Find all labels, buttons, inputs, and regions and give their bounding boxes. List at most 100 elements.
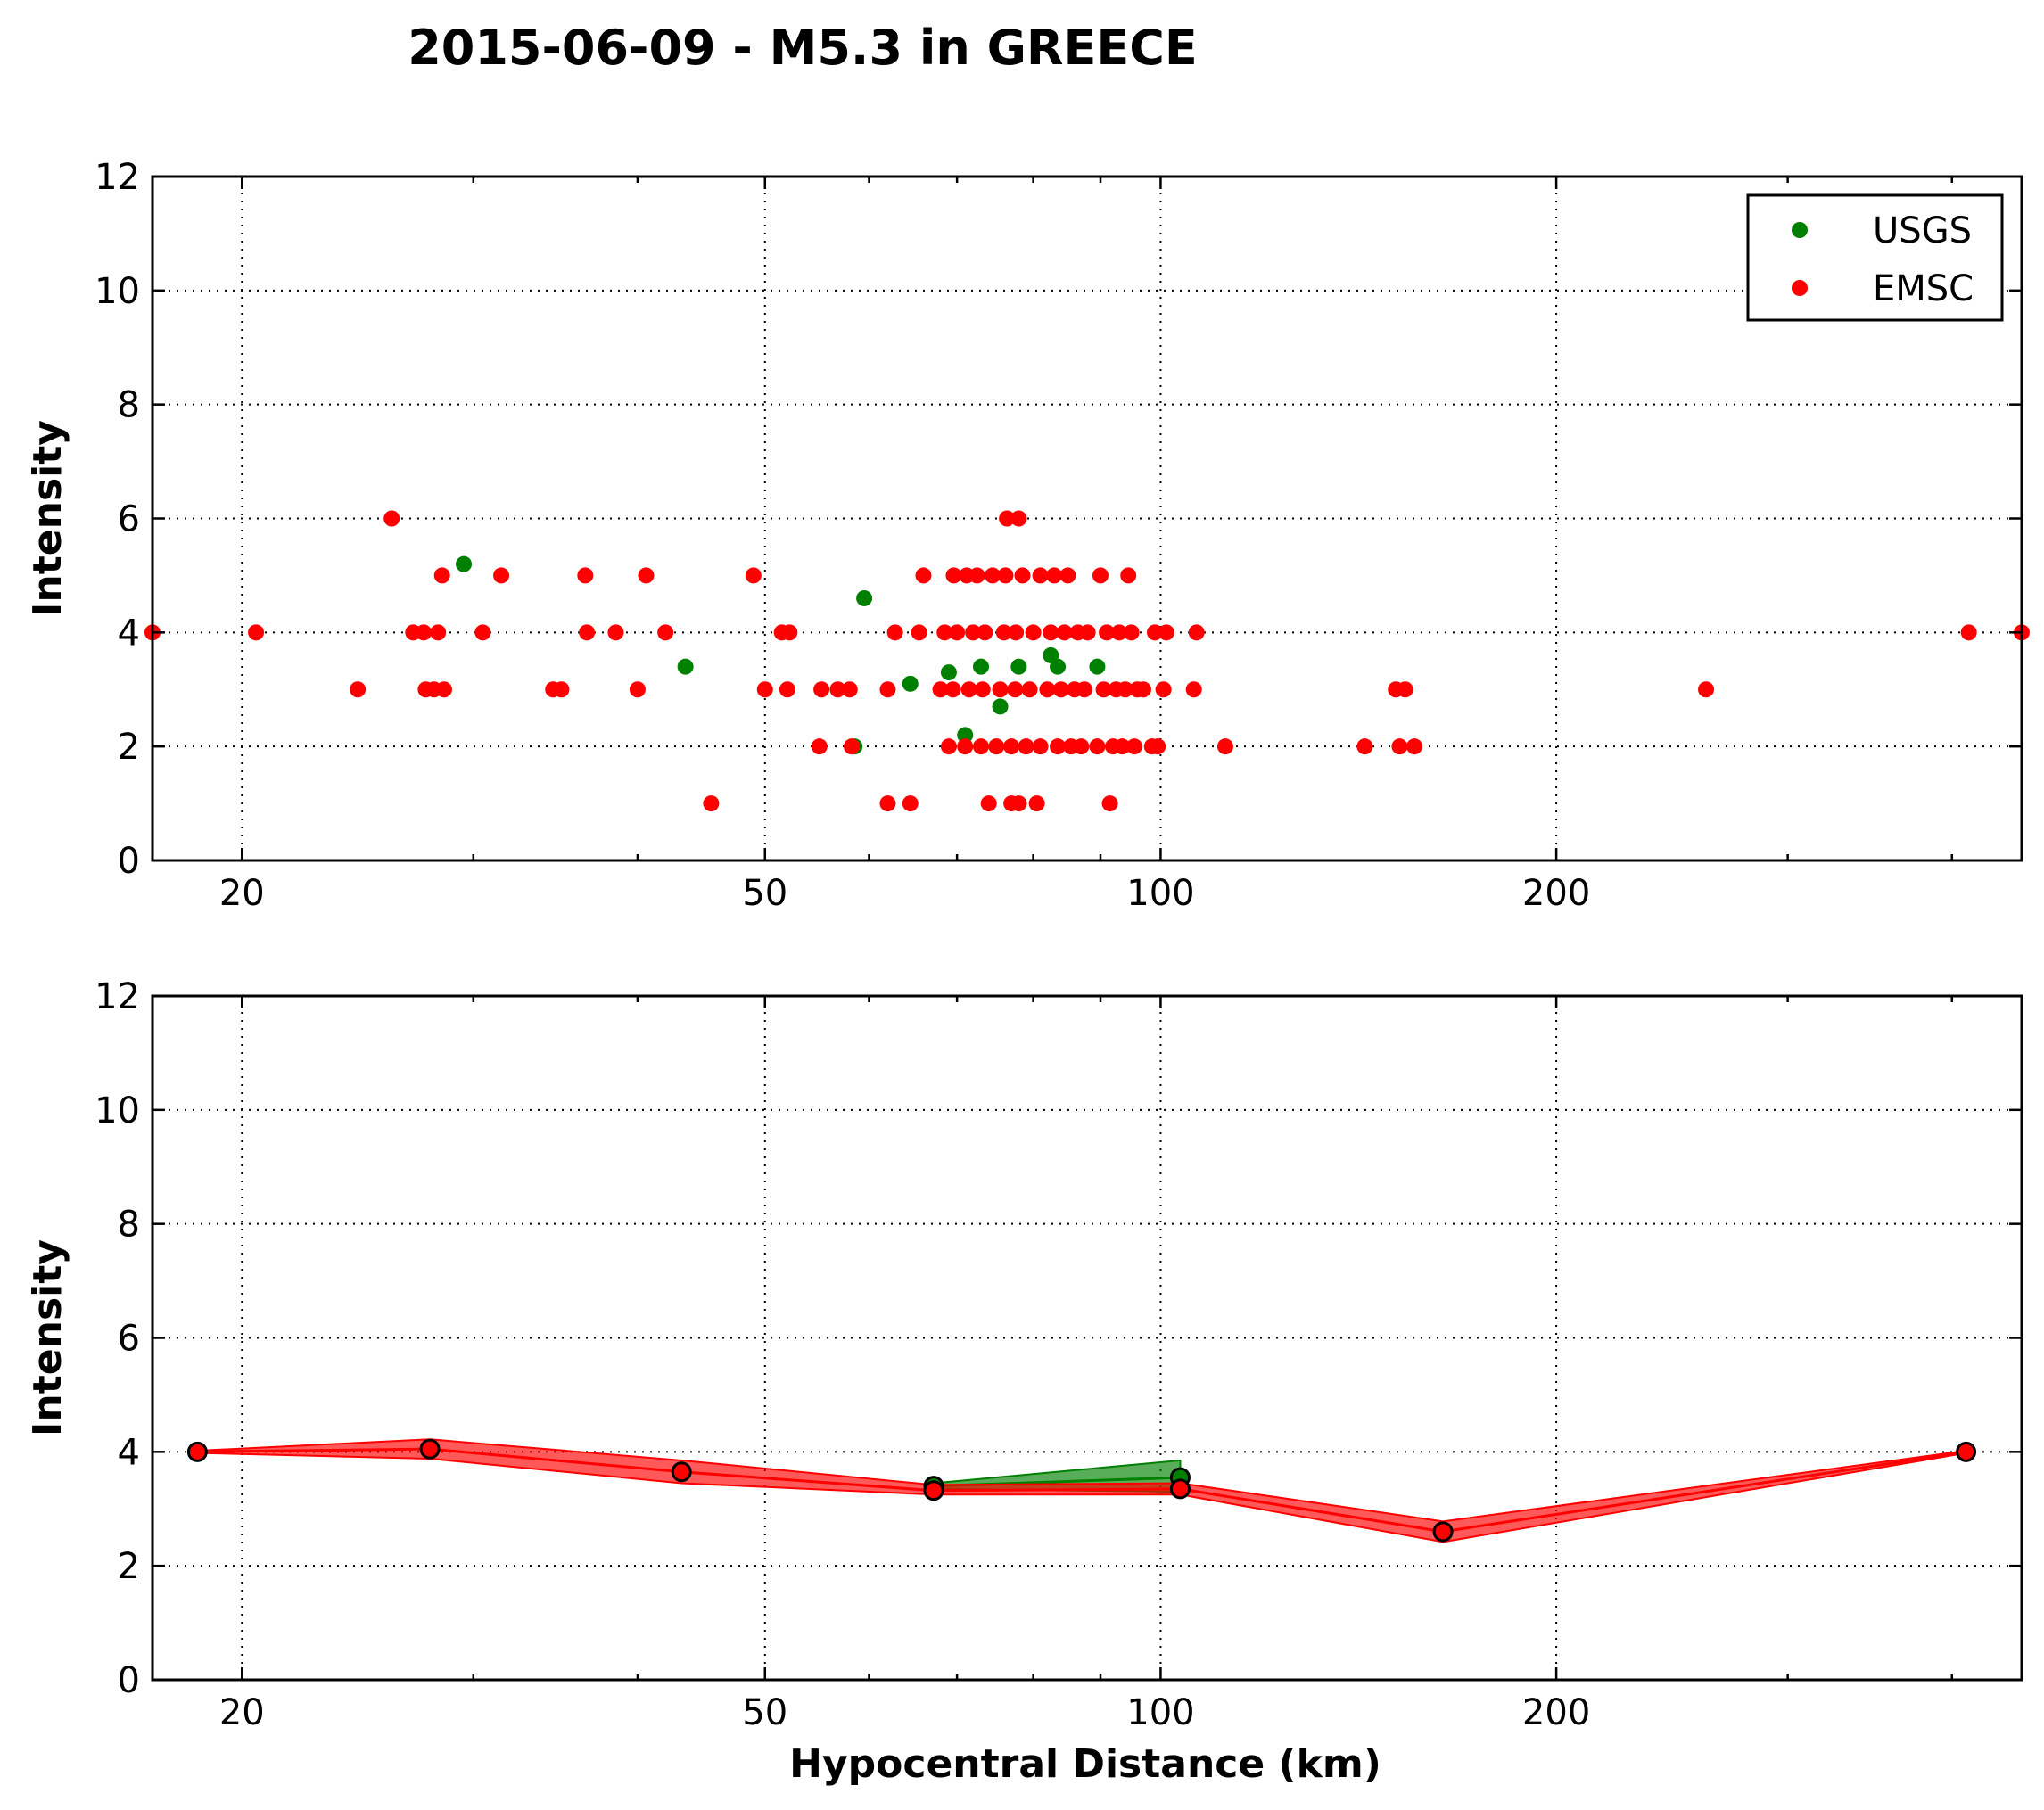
- y-tick-label: 2: [118, 1546, 140, 1587]
- point-emsc: [1391, 738, 1408, 755]
- point-emsc: [974, 681, 991, 698]
- point-emsc: [999, 510, 1016, 527]
- x-tick-label: 50: [742, 1692, 787, 1733]
- point-emsc: [829, 681, 846, 698]
- point-emsc: [968, 567, 985, 584]
- point-usgs: [992, 698, 1009, 715]
- point-emsc: [1032, 567, 1049, 584]
- point-emsc: [1216, 738, 1233, 755]
- legend-label-emsc: EMSC: [1873, 268, 1974, 309]
- point-emsc: [1960, 624, 1977, 641]
- point-emsc: [493, 567, 510, 584]
- point-usgs: [1089, 658, 1106, 675]
- point-emsc: [1014, 567, 1031, 584]
- legend-box: [1746, 193, 2004, 322]
- point-emsc: [756, 681, 773, 698]
- point-emsc: [435, 681, 452, 698]
- point-emsc: [902, 795, 919, 812]
- axis-ticks: 20 50 100 200 0 2 4 6 8 10 12: [95, 976, 2022, 1733]
- x-tick-label: 50: [742, 873, 787, 914]
- point-emsc: [1095, 681, 1112, 698]
- point-emsc: [1052, 681, 1069, 698]
- y-tick-label: 0: [118, 1660, 140, 1701]
- point-emsc: [248, 624, 265, 641]
- point-emsc: [1397, 681, 1413, 698]
- point-emsc: [985, 567, 1001, 584]
- point-emsc: [1073, 738, 1090, 755]
- marker-emsc: [419, 1438, 441, 1460]
- point-emsc: [781, 624, 798, 641]
- point-emsc: [915, 567, 932, 584]
- point-emsc: [1101, 795, 1118, 812]
- point-emsc: [350, 681, 367, 698]
- point-usgs: [856, 589, 873, 606]
- point-emsc: [553, 681, 570, 698]
- point-emsc: [1056, 624, 1073, 641]
- point-usgs: [1050, 658, 1067, 675]
- point-emsc: [579, 624, 596, 641]
- point-emsc: [945, 567, 962, 584]
- plot-frame: [151, 994, 2023, 1682]
- point-emsc: [1698, 681, 1715, 698]
- point-emsc: [1188, 624, 1205, 641]
- point-emsc: [911, 624, 927, 641]
- y-axis-label: Intensity: [25, 420, 70, 617]
- marker-emsc: [1169, 1478, 1191, 1500]
- y-tick-label: 12: [95, 157, 140, 198]
- point-emsc: [433, 567, 450, 584]
- scatter-panel: 20 50 100 200 0 2 4 6 8 10 12 Intensity USGS EMSC: [25, 157, 2030, 914]
- point-emsc: [1150, 738, 1166, 755]
- point-emsc: [1079, 624, 1096, 641]
- point-emsc: [940, 738, 957, 755]
- point-emsc: [1099, 624, 1116, 641]
- point-emsc: [1025, 624, 1042, 641]
- point-emsc: [1120, 567, 1137, 584]
- y-tick-label: 2: [118, 727, 140, 768]
- point-emsc: [474, 624, 491, 641]
- marker-emsc: [923, 1480, 944, 1501]
- marker-emsc: [186, 1441, 208, 1462]
- point-emsc: [607, 624, 624, 641]
- point-emsc: [1185, 681, 1202, 698]
- point-emsc: [1046, 567, 1063, 584]
- x-tick-label: 20: [219, 873, 265, 914]
- point-emsc: [657, 624, 674, 641]
- marker-emsc: [1432, 1521, 1454, 1543]
- point-emsc: [936, 624, 953, 641]
- point-emsc: [949, 624, 966, 641]
- x-tick-label: 20: [219, 1692, 265, 1733]
- point-emsc: [1114, 738, 1131, 755]
- point-emsc: [1134, 681, 1151, 698]
- point-emsc: [841, 681, 858, 698]
- point-emsc: [1125, 738, 1142, 755]
- point-usgs: [456, 555, 473, 572]
- point-emsc: [1008, 624, 1025, 641]
- axis-ticks: 20 50 100 200 0 2 4 6 8 10 12: [95, 157, 2022, 914]
- y-tick-label: 8: [118, 1205, 140, 1246]
- marker-emsc: [671, 1461, 692, 1483]
- point-emsc: [1059, 567, 1076, 584]
- plot-frame: [151, 175, 2023, 862]
- point-usgs: [972, 658, 989, 675]
- point-emsc: [965, 624, 982, 641]
- point-emsc: [813, 681, 830, 698]
- y-tick-label: 0: [118, 841, 140, 882]
- x-tick-label: 200: [1522, 873, 1590, 914]
- legend-label-usgs: USGS: [1873, 210, 1972, 251]
- grid-lines: [152, 996, 2022, 1680]
- point-emsc: [1003, 738, 1020, 755]
- y-tick-label: 4: [118, 613, 140, 654]
- point-emsc: [1050, 738, 1067, 755]
- y-axis-label: Intensity: [25, 1239, 70, 1436]
- point-emsc: [1010, 510, 1027, 527]
- point-usgs: [902, 675, 919, 692]
- y-tick-label: 6: [118, 499, 140, 540]
- legend: USGS EMSC: [1746, 193, 2004, 322]
- legend-marker-emsc: [1792, 280, 1808, 296]
- line-series: [186, 1438, 1977, 1543]
- point-emsc: [1092, 567, 1109, 584]
- point-emsc: [1406, 738, 1423, 755]
- point-emsc: [972, 738, 989, 755]
- point-emsc: [1010, 795, 1027, 812]
- point-emsc: [879, 681, 896, 698]
